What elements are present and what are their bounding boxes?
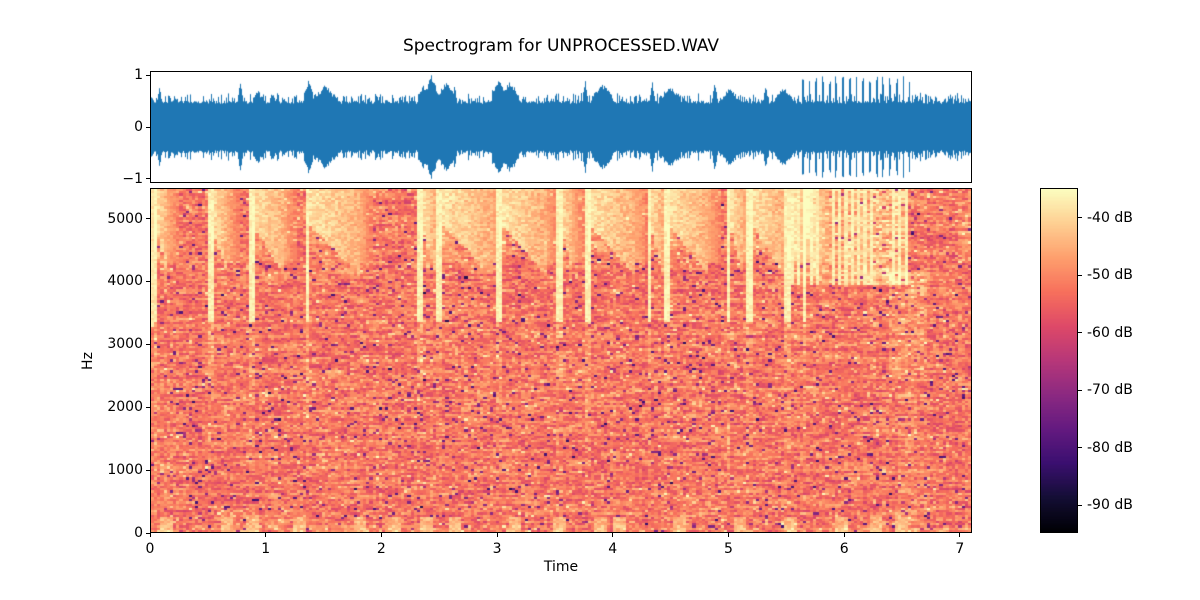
x-tick-mark (265, 533, 267, 537)
x-tick-label: 5 (723, 541, 733, 557)
waveform-y-tick-mark (146, 74, 150, 76)
x-tick-label: 3 (492, 541, 502, 557)
x-tick-mark (843, 533, 845, 537)
x-tick-label: 6 (839, 541, 849, 557)
spectrogram-axes (150, 188, 972, 533)
waveform-y-tick-mark (146, 178, 150, 180)
spectrogram-y-tick-mark (146, 532, 150, 534)
spectrogram-y-tick-label: 3000 (107, 336, 143, 353)
colorbar-tick-label: -80 dB (1087, 439, 1133, 456)
spectrogram-y-tick-mark (146, 218, 150, 219)
y-axis-label: Hz (80, 352, 96, 370)
colorbar-tick-label: -50 dB (1087, 267, 1133, 284)
colorbar-tick-label: -90 dB (1087, 497, 1133, 514)
colorbar-tick-label: -70 dB (1087, 382, 1133, 399)
spectrogram-y-tick-label: 4000 (107, 273, 143, 290)
spectrogram-y-tick-label: 2000 (107, 399, 143, 416)
waveform-plot (151, 72, 971, 182)
waveform-y-tick-mark (146, 126, 150, 128)
x-tick-mark (380, 533, 382, 537)
x-tick-mark (496, 533, 498, 537)
colorbar-tick-label: -60 dB (1087, 324, 1133, 341)
colorbar-tick-mark (1078, 389, 1082, 391)
colorbar-tick-mark (1078, 274, 1082, 276)
colorbar-tick-mark (1078, 332, 1082, 334)
waveform-y-tick-label: −1 (122, 170, 143, 187)
x-tick-mark (727, 533, 729, 537)
x-axis-label: Time (543, 559, 579, 575)
x-tick-label: 2 (376, 541, 386, 557)
spectrogram-y-tick-label: 1000 (107, 462, 143, 479)
spectrogram-y-tick-mark (146, 343, 150, 345)
colorbar-gradient (1041, 189, 1077, 532)
colorbar-tick-mark (1078, 504, 1082, 506)
spectrogram-image (151, 189, 971, 532)
spectrogram-y-tick-mark (146, 406, 150, 408)
colorbar-tick-mark (1078, 447, 1082, 449)
waveform-y-tick-label: 1 (134, 67, 143, 83)
spectrogram-y-tick-label: 0 (134, 525, 143, 541)
waveform-axes (150, 71, 972, 183)
x-tick-mark (959, 533, 961, 537)
x-tick-mark (612, 533, 614, 537)
spectrogram-y-tick-mark (146, 280, 150, 282)
x-tick-label: 4 (608, 541, 618, 557)
waveform-y-tick-label: 0 (134, 119, 143, 135)
spectrogram-y-tick-label: 5000 (107, 210, 143, 227)
x-tick-label: 0 (145, 541, 155, 557)
x-tick-label: 7 (955, 541, 965, 557)
figure-title: Spectrogram for UNPROCESSED.WAV (402, 36, 720, 56)
x-tick-mark (149, 533, 151, 537)
colorbar (1040, 188, 1078, 533)
colorbar-tick-label: -40 dB (1087, 209, 1133, 226)
spectrogram-y-tick-mark (146, 469, 150, 471)
colorbar-tick-mark (1078, 217, 1082, 219)
x-tick-label: 1 (261, 541, 271, 557)
